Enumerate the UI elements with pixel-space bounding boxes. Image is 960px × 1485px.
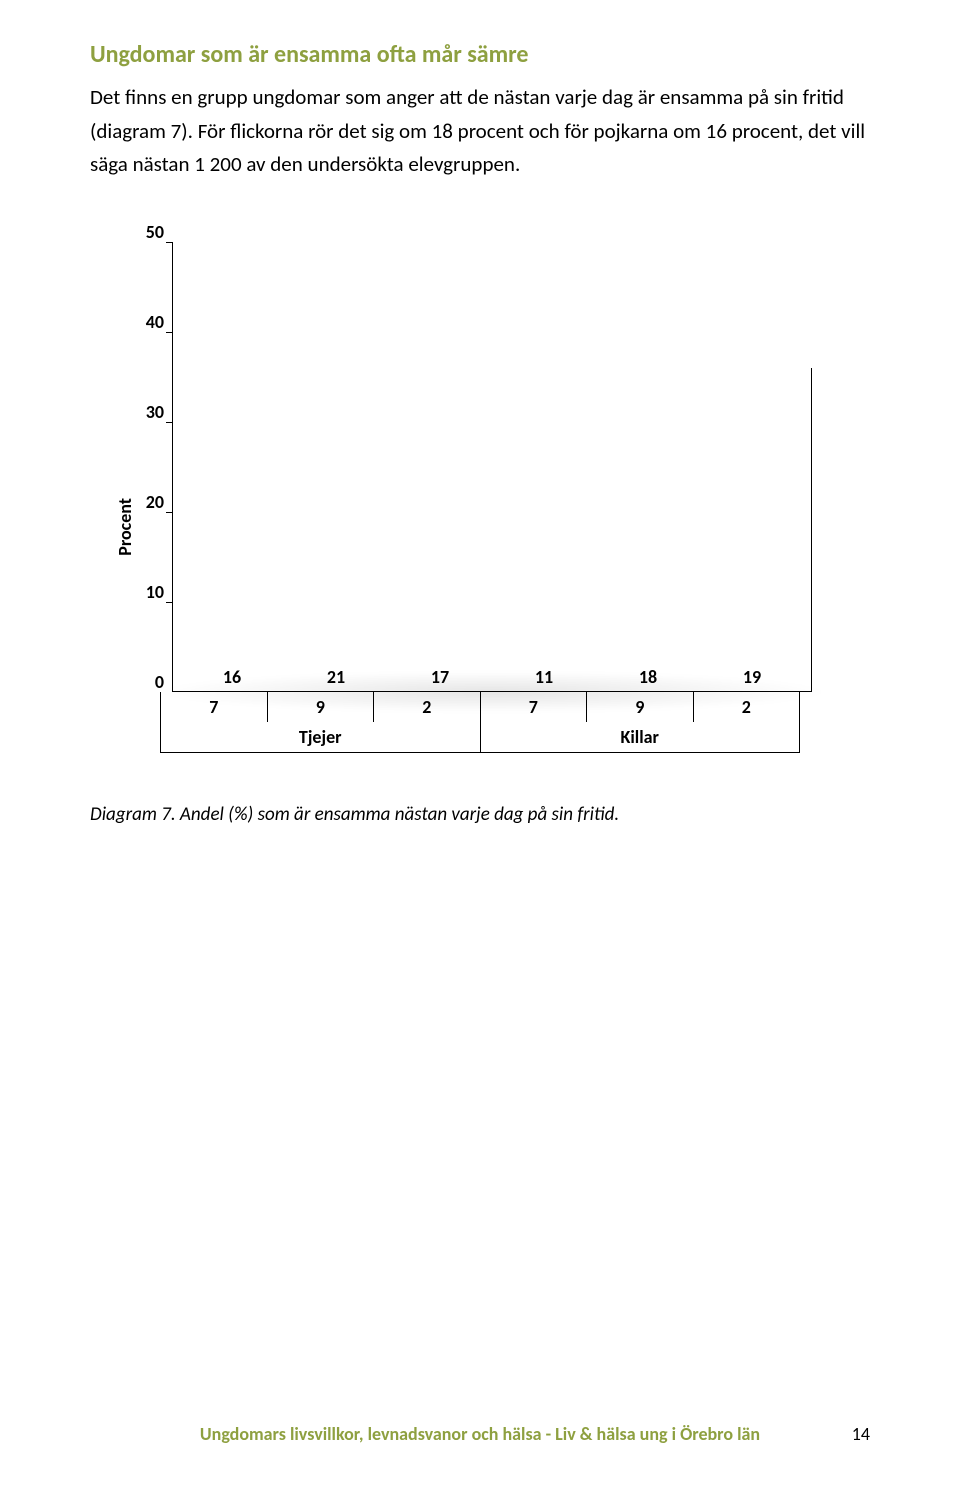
chart-yticks: 50 40 30 20 10 0 xyxy=(136,242,172,692)
bar-value-label: 17 xyxy=(431,666,449,688)
x-sub-label: 9 xyxy=(587,692,694,722)
chart-x-sub-row: 7 9 2 7 9 2 xyxy=(160,692,800,722)
bar-value-label: 16 xyxy=(223,666,241,688)
page-number: 14 xyxy=(852,1423,870,1445)
x-sub-label: 2 xyxy=(374,692,481,722)
x-sub-label: 2 xyxy=(694,692,800,722)
chart-caption: Diagram 7. Andel (%) som är ensamma näst… xyxy=(90,803,870,826)
bar-slot: 17 xyxy=(388,666,492,692)
x-group-label: Tjejer xyxy=(161,722,481,752)
bar-slot: 21 xyxy=(284,666,388,692)
bar-value-label: 18 xyxy=(639,666,657,688)
x-sub-label: 7 xyxy=(161,692,268,722)
bar-value-label: 21 xyxy=(327,666,345,688)
bar-chart: Procent 50 40 30 20 10 0 16 21 17 11 18 19 xyxy=(110,242,830,753)
x-sub-label: 7 xyxy=(481,692,588,722)
bar-slot: 16 xyxy=(180,666,284,692)
bar-value-label: 11 xyxy=(535,666,553,688)
bar-slot: 18 xyxy=(596,666,700,692)
chart-plot-area: 16 21 17 11 18 19 xyxy=(172,242,812,692)
footer-text: Ungdomars livsvillkor, levnadsvanor och … xyxy=(200,1423,760,1445)
body-paragraph: Det finns en grupp ungdomar som anger at… xyxy=(90,81,870,182)
chart-x-group-row: Tjejer Killar xyxy=(160,722,800,753)
x-sub-label: 9 xyxy=(268,692,375,722)
bar-value-label: 19 xyxy=(743,666,761,688)
chart-ylabel: Procent xyxy=(110,498,136,556)
x-group-label: Killar xyxy=(481,722,800,752)
bar-slot: 19 xyxy=(700,666,804,692)
bar-slot: 11 xyxy=(492,666,596,692)
section-heading: Ungdomar som är ensamma ofta mår sämre xyxy=(90,40,870,69)
